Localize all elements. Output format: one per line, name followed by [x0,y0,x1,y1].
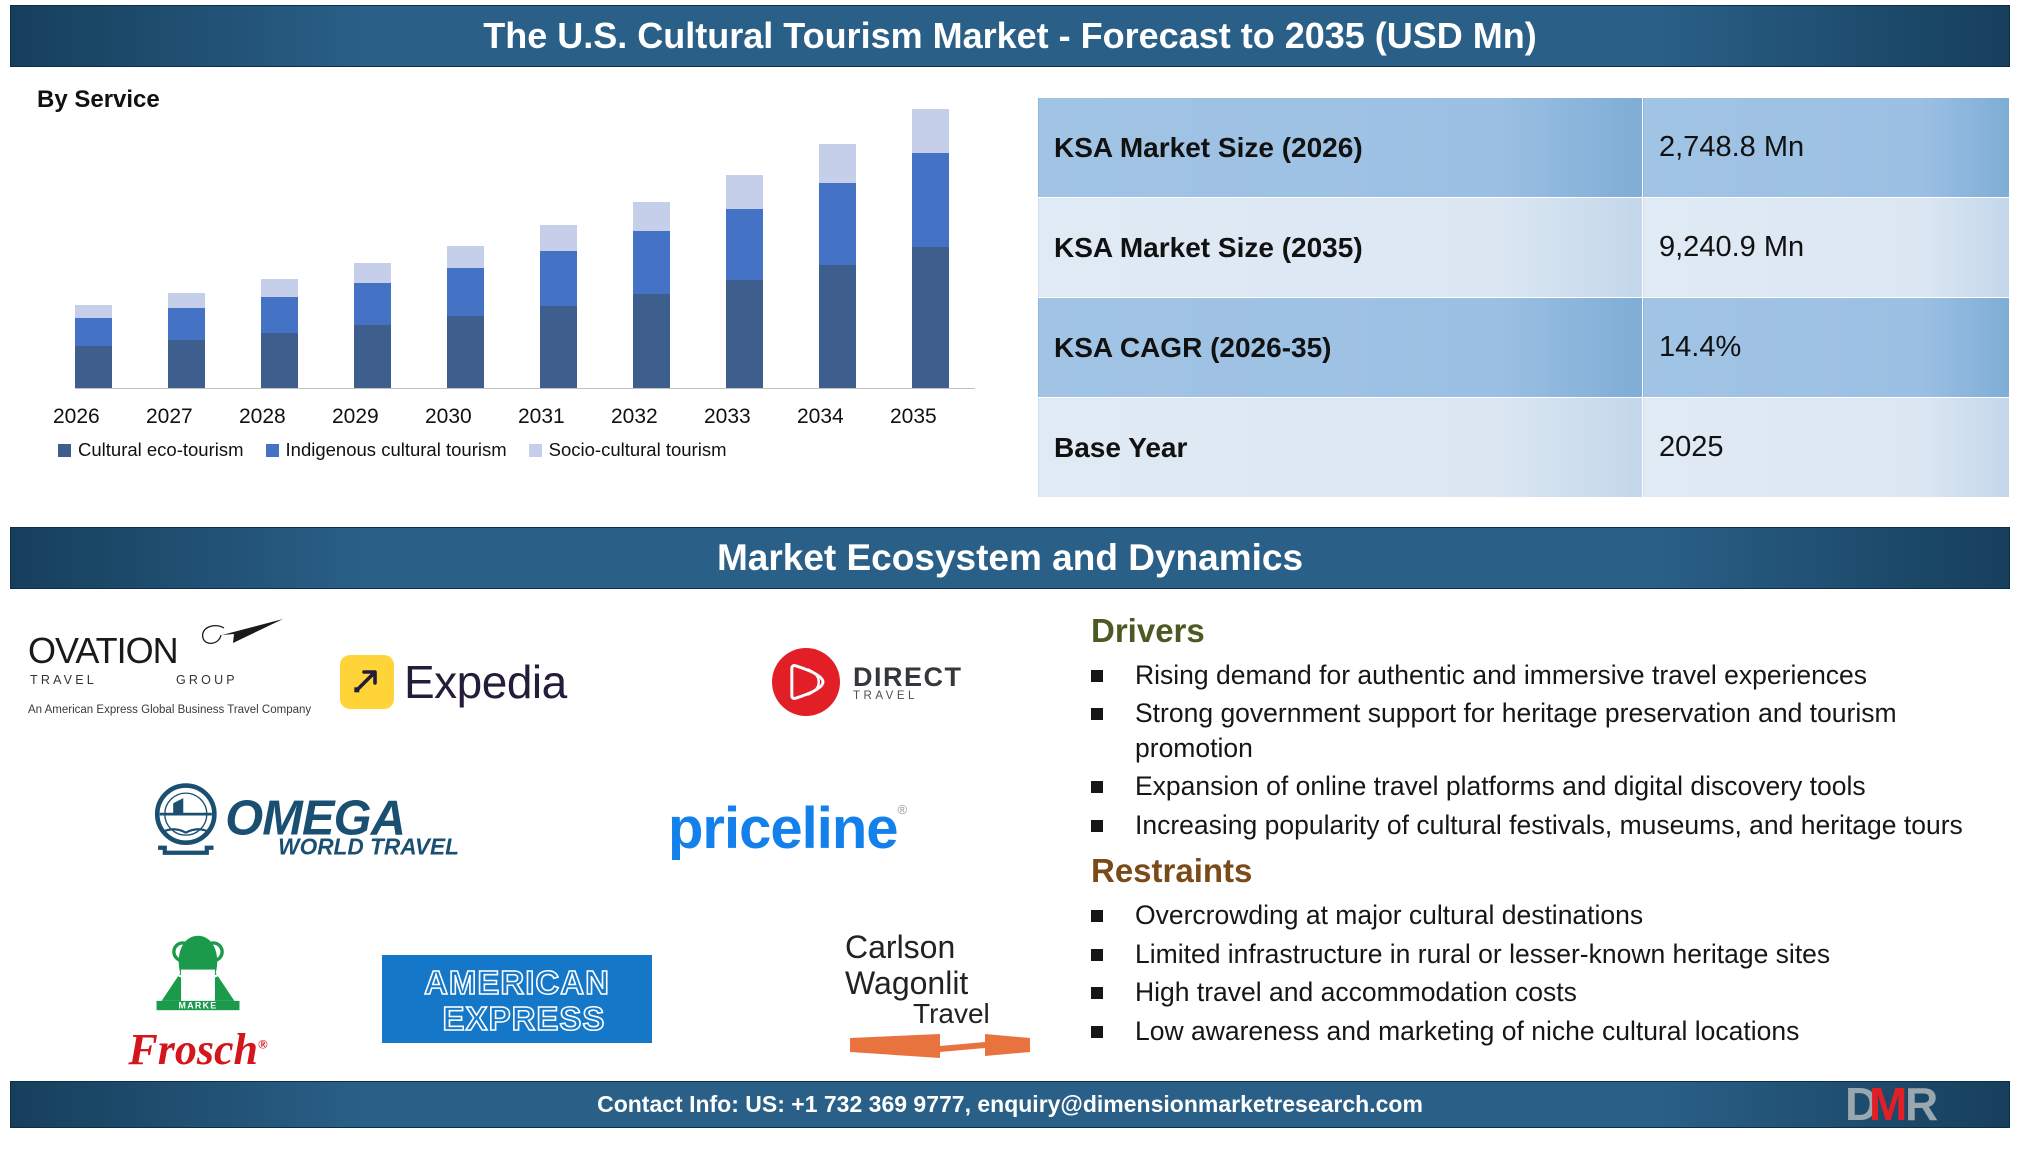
svg-text:TRAVEL: TRAVEL [30,673,97,687]
svg-text:WORLD TRAVEL: WORLD TRAVEL [278,833,459,858]
svg-text:EXPRESS: EXPRESS [443,1000,606,1037]
svg-text:AMERICAN: AMERICAN [424,964,610,1001]
svg-text:M: M [1869,1080,1907,1130]
svg-text:GROUP: GROUP [176,673,238,687]
svg-text:R: R [1905,1080,1938,1130]
svg-text:OVATION: OVATION [28,630,178,671]
svg-text:MARKE: MARKE [179,1001,218,1011]
